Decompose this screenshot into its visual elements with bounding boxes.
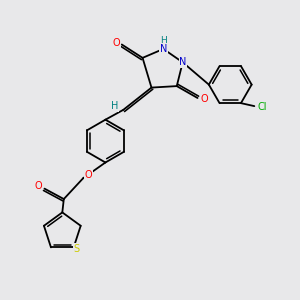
Text: N: N	[160, 44, 167, 54]
Text: N: N	[179, 57, 186, 67]
Text: Cl: Cl	[258, 102, 267, 112]
Text: O: O	[200, 94, 208, 104]
Text: O: O	[112, 38, 120, 48]
Text: H: H	[160, 36, 167, 45]
Text: H: H	[111, 101, 118, 111]
Text: O: O	[34, 181, 42, 191]
Text: S: S	[74, 244, 80, 254]
Text: O: O	[85, 170, 92, 180]
